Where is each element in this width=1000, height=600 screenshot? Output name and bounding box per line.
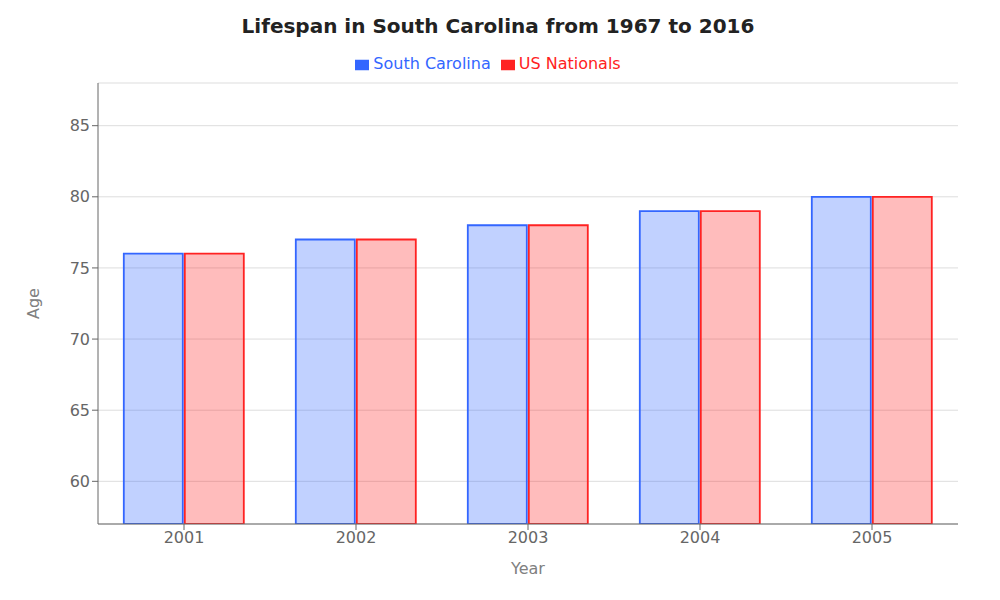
svg-text:2004: 2004 [680,528,721,547]
svg-text:70: 70 [70,330,90,349]
svg-text:65: 65 [70,401,90,420]
svg-text:80: 80 [70,187,90,206]
svg-text:60: 60 [70,472,90,491]
svg-text:2003: 2003 [508,528,549,547]
svg-text:85: 85 [70,116,90,135]
svg-text:2005: 2005 [852,528,893,547]
html-text:Lifespan in South Carolina fro: Lifespan in South Carolina from 1967 to … [241,14,755,38]
html-text:US Nationals: US Nationals [518,54,621,73]
svg-text:Year: Year [510,559,545,578]
svg-text:2002: 2002 [336,528,377,547]
svg-text:Age: Age [24,288,43,319]
svg-text:75: 75 [70,259,90,278]
html-text:South Carolina: South Carolina [373,54,491,73]
svg-text:2001: 2001 [164,528,205,547]
